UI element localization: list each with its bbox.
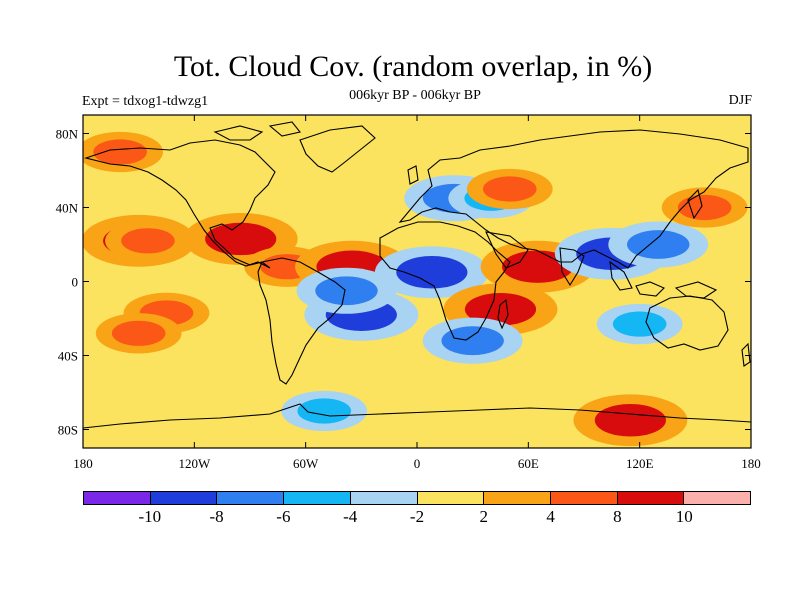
- anomaly-patch: [612, 311, 667, 337]
- colorbar-label: 10: [675, 507, 693, 526]
- anomaly-patch: [482, 176, 537, 202]
- anomaly-patch: [594, 404, 666, 437]
- axes: 80N 40N 0 40S 80S 180 120W 60W 0 60E 120E 180: [56, 115, 761, 471]
- chart-subtitle: 006kyr BP - 006kyr BP: [349, 88, 481, 103]
- colorbar-box: [217, 492, 285, 504]
- anomaly-patch: [315, 276, 378, 306]
- anomaly-patch: [396, 256, 468, 289]
- anomaly-patch: [502, 250, 574, 283]
- anomaly-patch: [111, 320, 166, 346]
- colorbar-label: 4: [546, 507, 555, 526]
- lon-tick-label: 120W: [178, 456, 211, 471]
- colorbar-label: 2: [479, 507, 489, 526]
- lon-tick-label: 180: [741, 456, 761, 471]
- colorbar-label: -4: [343, 507, 358, 526]
- colorbar-box: [84, 492, 151, 504]
- chart-title: Tot. Cloud Cov. (random overlap, in %): [173, 50, 653, 83]
- colorbar-box: [617, 492, 685, 504]
- lat-tick-label: 40N: [56, 201, 79, 216]
- lon-tick-label: 180: [73, 456, 93, 471]
- colorbar-label: 8: [613, 507, 622, 526]
- anomaly-patch: [93, 139, 147, 165]
- colorbar-label: -2: [409, 507, 425, 526]
- anomaly-patch: [121, 228, 175, 254]
- colorbar-box: [484, 492, 551, 504]
- coastlines: [83, 121, 751, 429]
- anomaly-patch: [464, 293, 537, 326]
- colorbar-box: [150, 492, 218, 504]
- anomaly-patch: [677, 194, 732, 221]
- anomaly-field: [83, 131, 748, 447]
- anomaly-patch: [441, 326, 504, 356]
- colorbar-box: [417, 492, 485, 504]
- anomaly-patch: [627, 230, 690, 259]
- colorbar-box: [684, 492, 751, 504]
- lon-tick-label: 60W: [293, 456, 319, 471]
- colorbar-box: [350, 492, 418, 504]
- lat-tick-label: 0: [72, 275, 79, 290]
- lon-tick-label: 60E: [518, 456, 539, 471]
- colorbar-label: -6: [276, 507, 291, 526]
- colorbar-box: [550, 492, 618, 504]
- anomaly-patch: [297, 398, 352, 424]
- colorbar-label: -8: [209, 507, 224, 526]
- lon-tick-label: 120E: [626, 456, 654, 471]
- colorbar: [83, 491, 751, 505]
- colorbar-box: [284, 492, 351, 504]
- colorbar-label: -10: [138, 507, 162, 526]
- lat-tick-label: 80N: [56, 127, 79, 142]
- lat-tick-label: 40S: [58, 349, 78, 364]
- lat-tick-label: 80S: [58, 423, 78, 438]
- lon-tick-label: 0: [414, 456, 421, 471]
- experiment-label: Expt = tdxog1-tdwzg1: [82, 94, 209, 109]
- season-label: DJF: [728, 93, 752, 108]
